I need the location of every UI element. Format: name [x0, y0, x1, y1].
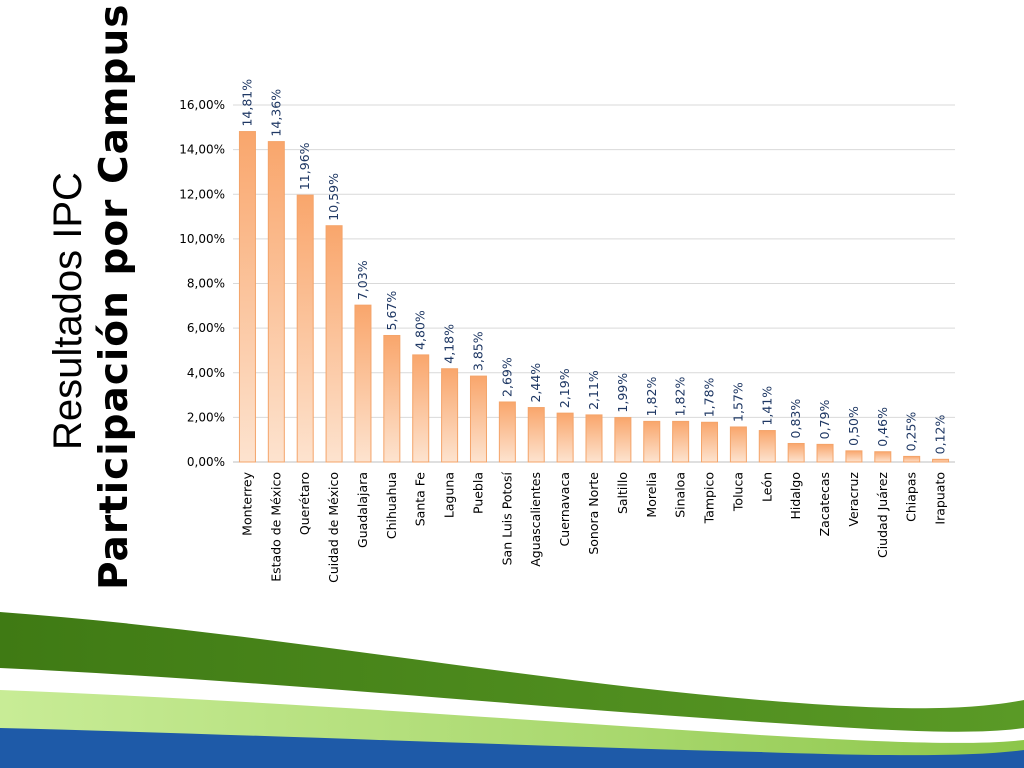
category-label: Veracruz — [846, 472, 861, 527]
bar — [932, 458, 950, 463]
category-label: Estado de México — [268, 472, 283, 582]
bar — [267, 141, 285, 463]
bar — [874, 451, 892, 463]
bar — [296, 194, 314, 463]
category-label: Toluca — [730, 472, 745, 512]
data-label: 11,96% — [297, 142, 312, 190]
category-label: Morelia — [644, 472, 659, 518]
y-tick-label: 12,00% — [179, 187, 225, 201]
data-label: 1,82% — [644, 377, 659, 417]
data-label: 2,44% — [528, 363, 543, 403]
category-label: Chiapas — [904, 472, 919, 522]
data-label: 3,85% — [470, 331, 485, 371]
category-label: Irapuato — [933, 472, 948, 525]
y-tick-label: 14,00% — [179, 143, 225, 157]
bar — [729, 426, 747, 463]
data-label: 4,80% — [413, 310, 428, 350]
bar — [354, 304, 372, 463]
bar — [903, 455, 921, 463]
data-label: 0,25% — [904, 412, 919, 452]
category-label: Puebla — [470, 472, 485, 514]
data-label: 2,11% — [586, 370, 601, 410]
data-label: 0,46% — [875, 407, 890, 447]
data-label: 0,50% — [846, 406, 861, 446]
bar — [238, 131, 256, 463]
wave-blue — [0, 728, 1024, 768]
data-label: 10,59% — [326, 173, 341, 221]
category-label: Aguascalientes — [528, 472, 543, 567]
data-label: 14,36% — [268, 89, 283, 137]
data-label: 7,03% — [355, 260, 370, 300]
y-tick-label: 4,00% — [187, 366, 225, 380]
category-label: Sinaloa — [673, 472, 688, 518]
data-label: 1,57% — [730, 382, 745, 422]
x-axis-category-labels: Monterrey Estado de México Querétaro Cuidad… — [239, 471, 947, 582]
category-label: Laguna — [442, 472, 457, 518]
data-label: 4,18% — [442, 324, 457, 364]
bar — [498, 401, 516, 463]
bar — [527, 407, 545, 463]
bar — [556, 412, 574, 463]
data-label: 1,82% — [673, 377, 688, 417]
data-label: 1,99% — [615, 373, 630, 413]
bar — [585, 414, 603, 463]
gridlines — [233, 104, 955, 463]
category-label: Zacatecas — [817, 472, 832, 536]
category-label: Hidalgo — [788, 472, 803, 520]
data-label: 0,79% — [817, 400, 832, 440]
data-labels: 14,81% 14,36% 11,96% 10,59% 7,03% 5,67% 4,80% 4… — [239, 79, 947, 455]
category-label: Saltillo — [615, 472, 630, 514]
category-label: Monterrey — [239, 471, 254, 535]
category-label: León — [759, 472, 774, 502]
y-tick-label: 6,00% — [187, 321, 225, 335]
category-label: Tampico — [702, 472, 717, 524]
bar — [383, 334, 401, 463]
bar — [325, 225, 343, 463]
y-tick-label: 16,00% — [179, 98, 225, 112]
bar — [672, 420, 690, 463]
category-label: Querétaro — [297, 472, 312, 535]
category-label: Cuidad de México — [326, 472, 341, 583]
data-label: 2,69% — [499, 357, 514, 397]
bar — [614, 417, 632, 463]
data-label: 0,12% — [933, 414, 948, 454]
category-label: Santa Fe — [413, 472, 428, 527]
category-label: San Luis Potosí — [499, 471, 514, 565]
data-label: 14,81% — [239, 79, 254, 127]
category-label: Ciudad Juárez — [875, 472, 890, 558]
bar — [816, 443, 834, 463]
category-label: Guadalajara — [355, 472, 370, 548]
y-tick-label: 8,00% — [187, 277, 225, 291]
y-tick-label: 10,00% — [179, 232, 225, 246]
bar — [412, 354, 430, 463]
bars — [238, 131, 950, 463]
bar — [469, 375, 487, 463]
bar — [787, 442, 805, 463]
bar — [701, 421, 719, 463]
bar — [758, 430, 776, 463]
y-axis-tick-labels: 0,00% 2,00% 4,00% 6,00% 8,00% 10,00% 12,00% 14,… — [179, 98, 225, 469]
y-tick-label: 2,00% — [187, 410, 225, 424]
category-label: Cuernavaca — [557, 472, 572, 546]
data-label: 1,41% — [759, 386, 774, 426]
bar — [643, 420, 661, 463]
data-label: 0,83% — [788, 399, 803, 439]
bar — [441, 368, 459, 463]
category-label: Sonora Norte — [586, 472, 601, 555]
bar — [845, 450, 863, 463]
data-label: 1,78% — [702, 377, 717, 417]
category-label: Chihuahua — [384, 472, 399, 539]
data-label: 5,67% — [384, 291, 399, 331]
y-tick-label: 0,00% — [187, 455, 225, 469]
data-label: 2,19% — [557, 368, 572, 408]
